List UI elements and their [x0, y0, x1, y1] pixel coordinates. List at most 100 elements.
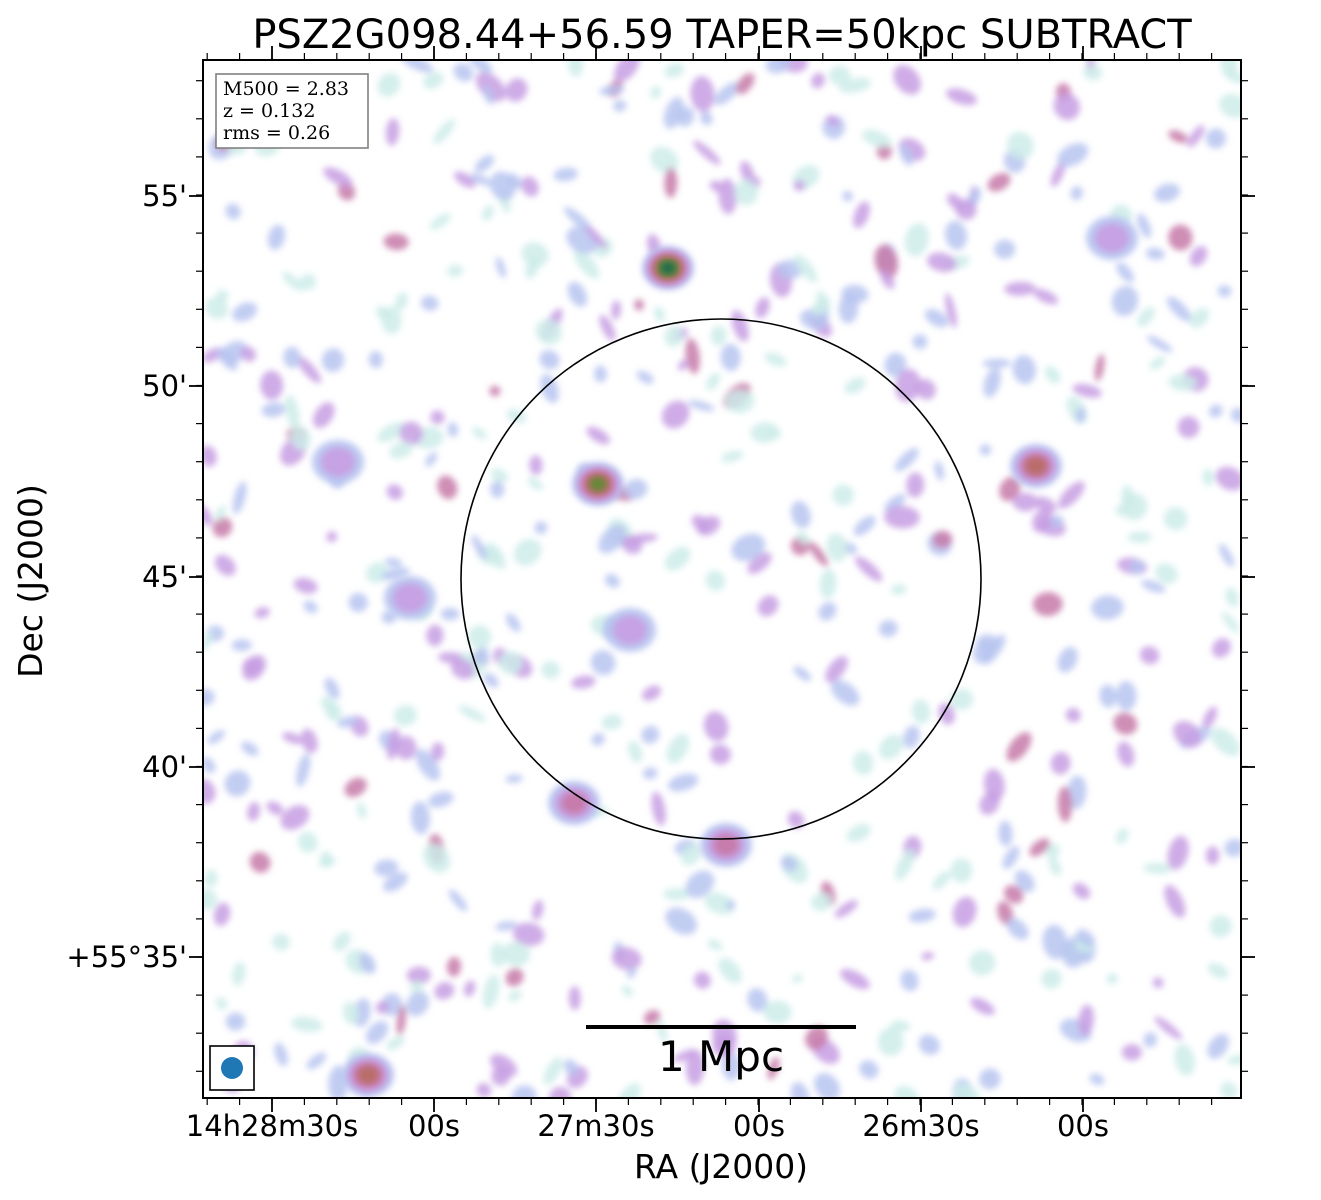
noise-blob [261, 402, 286, 418]
noise-blob [1129, 559, 1145, 575]
noise-blob [585, 225, 607, 249]
noise-blob [1050, 514, 1064, 528]
noise-blob [636, 370, 654, 384]
noise-blob [1226, 1054, 1241, 1065]
noise-blob [814, 1073, 841, 1098]
noise-blob [667, 773, 699, 792]
noise-blob [505, 774, 523, 783]
noise-blob [1076, 929, 1095, 947]
noise-blob [621, 535, 643, 555]
noise-blob [750, 422, 779, 443]
noise-blob [1215, 466, 1241, 491]
noise-blob [1154, 1016, 1183, 1040]
noise-blob [1042, 924, 1068, 960]
noise-blob [693, 140, 721, 165]
noise-blob [970, 997, 995, 1016]
noise-blob [505, 968, 524, 987]
noise-blob [474, 155, 495, 173]
noise-blob [282, 271, 304, 291]
noise-blob [396, 1005, 407, 1036]
x-tick-labels: 14h28m30s 00s 27m30s 00s 26m30s 00s [186, 1109, 1109, 1143]
noise-blob [344, 777, 367, 798]
noise-blob [395, 735, 417, 760]
emission-layer [203, 60, 1241, 1098]
noise-blob [567, 281, 588, 307]
noise-blob [899, 143, 914, 166]
info-rms: rms = 0.26 [223, 122, 330, 144]
noise-blob [300, 728, 318, 754]
noise-blob [705, 570, 726, 591]
x-tick-label: 14h28m30s [186, 1109, 358, 1143]
noise-blob [458, 705, 486, 722]
noise-blob [918, 1034, 940, 1055]
noise-blob [433, 119, 456, 145]
info-m500: M500 = 2.83 [223, 78, 349, 100]
noise-blob [568, 986, 581, 1011]
noise-blob [599, 84, 625, 96]
noise-blob [475, 72, 507, 102]
noise-blob [495, 921, 517, 931]
noise-blob [703, 711, 729, 742]
noise-blob [663, 888, 691, 901]
noise-blob [207, 730, 225, 745]
source-contour [561, 792, 587, 814]
noise-blob [846, 823, 871, 842]
noise-blob [324, 677, 340, 700]
noise-blob [599, 314, 616, 341]
noise-blob [365, 1020, 389, 1045]
noise-blob [979, 1068, 1001, 1090]
noise-blob [1106, 973, 1118, 985]
noise-blob [796, 531, 810, 545]
noise-blob [793, 666, 812, 682]
noise-blob [621, 985, 634, 997]
noise-blob [205, 297, 229, 320]
noise-blob [790, 501, 811, 529]
noise-blob [641, 725, 660, 744]
noise-blob [1167, 296, 1192, 322]
source-contour [320, 447, 356, 477]
noise-blob [1091, 595, 1124, 620]
noise-blob [932, 530, 953, 549]
noise-blob [203, 889, 218, 910]
noise-blob [272, 933, 290, 951]
noise-blob [1187, 125, 1205, 148]
noise-blob [453, 63, 474, 82]
noise-blob [664, 325, 684, 347]
noise-blob [696, 515, 721, 536]
noise-blob [665, 907, 698, 935]
noise-blob [274, 1042, 288, 1067]
source-contour [713, 834, 739, 856]
noise-blob [203, 445, 217, 467]
noise-blob [472, 647, 489, 665]
noise-blob [731, 533, 766, 562]
noise-blob [663, 97, 684, 129]
noise-blob [924, 309, 949, 328]
y-tick-label: 40' [142, 750, 187, 784]
image-area [203, 60, 1241, 1098]
noise-blob [1003, 885, 1024, 904]
noise-blob [393, 705, 417, 726]
noise-blob [1033, 288, 1059, 305]
noise-blob [472, 427, 487, 440]
noise-blob [1202, 468, 1214, 486]
noise-blob [1072, 882, 1091, 900]
noise-blob [216, 997, 228, 1010]
noise-blob [720, 343, 741, 371]
noise-blob [1210, 727, 1240, 757]
noise-blob [285, 394, 300, 430]
noise-blob [385, 557, 403, 568]
noise-blob [1189, 307, 1210, 328]
noise-blob [254, 607, 270, 619]
noise-blob [426, 624, 444, 647]
noise-blob [1057, 646, 1078, 673]
noise-blob [291, 1016, 323, 1032]
noise-blob [321, 348, 345, 373]
x-tick-label: 27m30s [537, 1109, 654, 1143]
noise-blob [333, 931, 351, 952]
noise-blob [878, 734, 904, 760]
noise-blob [423, 71, 444, 89]
source-contour [357, 1066, 379, 1084]
noise-blob [232, 302, 258, 322]
noise-blob [1177, 416, 1200, 438]
noise-blob [855, 556, 883, 582]
